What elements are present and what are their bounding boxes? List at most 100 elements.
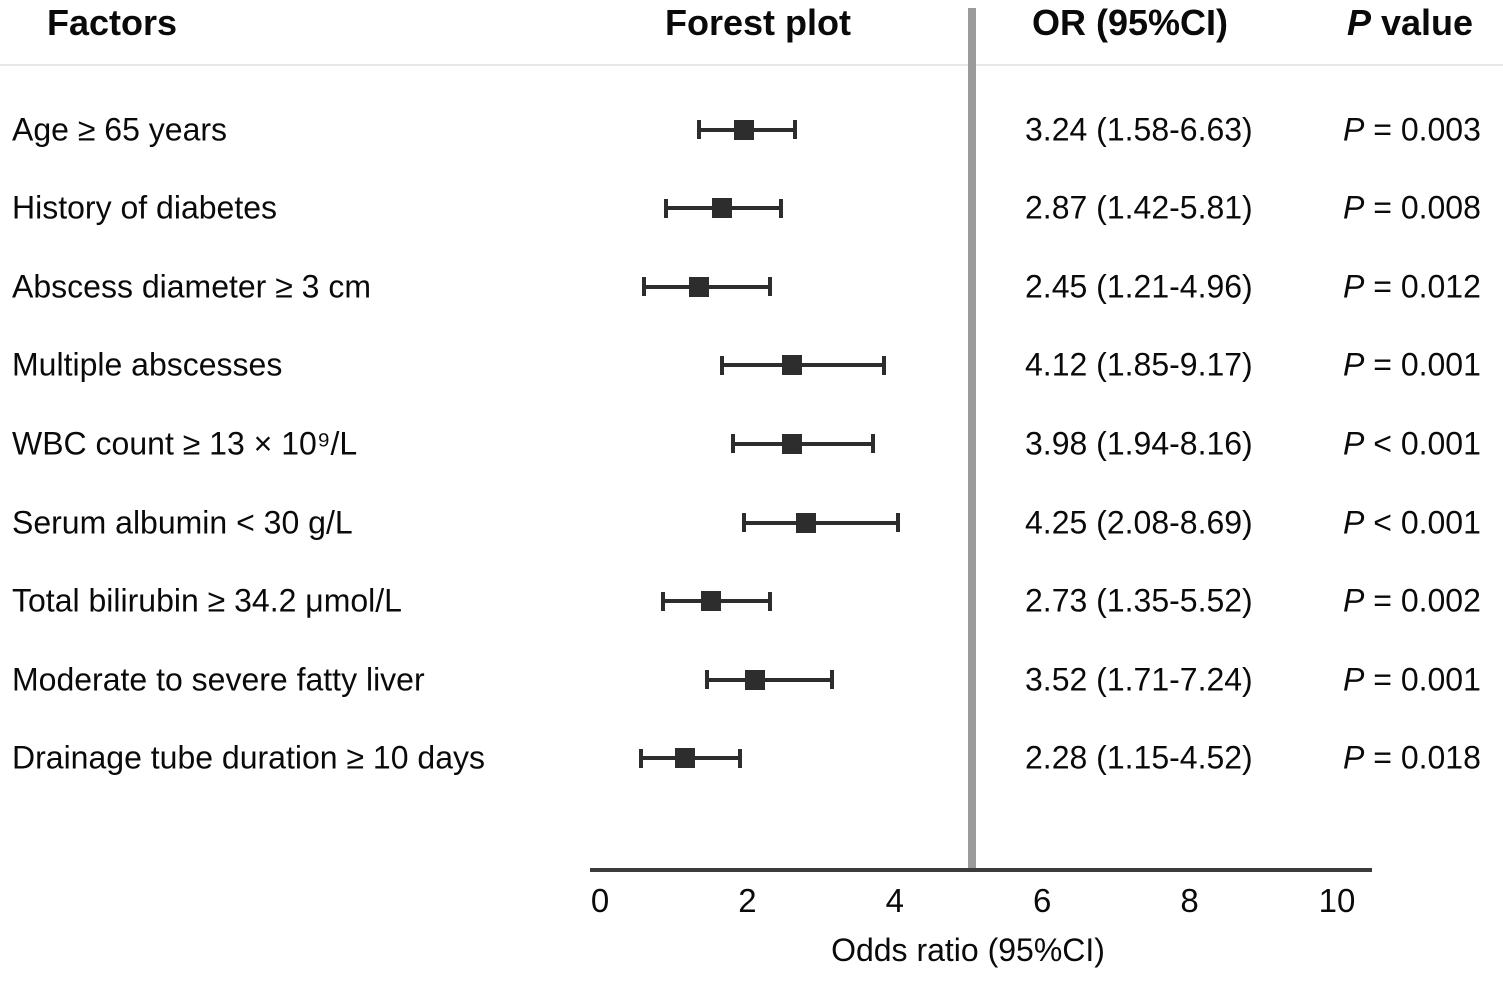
or-ci-value: 2.28 (1.15-4.52) [1025, 739, 1253, 776]
p-value-italic-p: P [1343, 582, 1365, 619]
table-row: WBC count ≥ 13 × 10⁹/L 3.98 (1.94-8.16) … [0, 404, 1503, 483]
or-ci-value: 3.98 (1.94-8.16) [1025, 425, 1253, 462]
ci-cap-right [896, 513, 901, 532]
ci-whisker [721, 363, 884, 368]
p-value-number: = 0.003 [1364, 111, 1481, 147]
or-marker-square [781, 433, 802, 454]
p-value-italic-p: P [1343, 425, 1365, 462]
ci-cap-right [738, 748, 743, 768]
p-value: P < 0.001 [1343, 425, 1481, 462]
column-header-or-ci: OR (95%CI) [1031, 2, 1229, 43]
ci-cap-left [660, 591, 665, 611]
or-marker-square [744, 669, 765, 690]
p-value-italic-p: P [1343, 504, 1365, 540]
table-row: Age ≥ 65 years 3.24 (1.58-6.63) P = 0.00… [0, 90, 1503, 169]
ci-whisker [743, 520, 899, 525]
or-ci-value: 4.12 (1.85-9.17) [1025, 346, 1253, 383]
p-value: P = 0.002 [1343, 583, 1481, 620]
p-value-number: < 0.001 [1364, 504, 1481, 540]
or-ci-value: 3.52 (1.71-7.24) [1025, 661, 1253, 698]
ci-cap-right [830, 670, 835, 690]
or-marker-square [700, 591, 721, 612]
table-row: Drainage tube duration ≥ 10 days 2.28 (1… [0, 719, 1503, 798]
or-ci-value: 4.25 (2.08-8.69) [1025, 504, 1253, 540]
factor-label: Total bilirubin ≥ 34.2 μmol/L [12, 582, 402, 619]
p-value: P < 0.001 [1343, 504, 1481, 541]
column-header-p-value: P value [1347, 2, 1473, 44]
p-value-number: = 0.001 [1364, 346, 1481, 383]
x-axis-tick-label: 8 [1180, 882, 1199, 919]
ci-cap-right [870, 434, 875, 454]
ci-cap-left [697, 120, 702, 139]
factor-label: WBC count ≥ 13 × 10⁹/L [12, 425, 358, 462]
ci-cap-left [741, 513, 746, 532]
x-axis-tick-label: 6 [1033, 882, 1052, 919]
ci-cap-right [881, 355, 886, 375]
or-ci-value: 2.45 (1.21-4.96) [1025, 268, 1253, 305]
ci-cap-left [638, 748, 643, 768]
p-value-italic-p: P [1343, 268, 1365, 305]
ci-cap-right [793, 120, 798, 139]
x-axis-tick-label: 0 [590, 882, 610, 919]
table-row: Multiple abscesses 4.12 (1.85-9.17) P = … [0, 326, 1503, 405]
p-value-italic-p: P [1343, 661, 1365, 698]
p-value-italic-p: P [1343, 189, 1365, 226]
or-ci-value: 3.24 (1.58-6.63) [1025, 111, 1253, 147]
p-value-number: = 0.008 [1364, 189, 1481, 226]
column-header-factors: Factors [47, 2, 178, 43]
ci-cap-left [704, 670, 709, 690]
x-axis-label: Odds ratio (95%CI) [831, 932, 1105, 968]
p-value: P = 0.008 [1343, 190, 1481, 227]
ci-cap-left [730, 434, 735, 454]
p-value: P = 0.012 [1343, 268, 1481, 305]
table-row: History of diabetes 2.87 (1.42-5.81) P =… [0, 169, 1503, 248]
p-value-italic-p: P [1343, 111, 1365, 147]
ci-cap-right [778, 198, 783, 218]
p-value-number: = 0.002 [1364, 582, 1481, 619]
or-marker-square [674, 748, 695, 769]
p-value-number: = 0.018 [1364, 739, 1481, 776]
p-value-number: = 0.001 [1364, 661, 1481, 698]
p-value-number: = 0.012 [1364, 268, 1481, 305]
ci-cap-right [767, 277, 772, 297]
factor-label: Serum albumin < 30 g/L [12, 504, 353, 540]
ci-whisker [706, 677, 833, 682]
p-value: P = 0.003 [1343, 111, 1481, 148]
table-row: Abscess diameter ≥ 3 cm 2.45 (1.21-4.96)… [0, 247, 1503, 326]
ci-cap-left [642, 277, 647, 297]
or-ci-value: 2.87 (1.42-5.81) [1025, 189, 1253, 226]
factor-label: Abscess diameter ≥ 3 cm [12, 268, 372, 305]
ci-cap-left [664, 198, 669, 218]
p-value-italic-p: P [1343, 346, 1365, 383]
x-axis-tick-label: 10 [1318, 882, 1356, 919]
p-value: P = 0.018 [1343, 740, 1481, 777]
p-value: P = 0.001 [1343, 347, 1481, 384]
or-marker-square [733, 119, 754, 140]
table-row: Serum albumin < 30 g/L 4.25 (2.08-8.69) … [0, 483, 1503, 562]
or-ci-value: 2.73 (1.35-5.52) [1025, 582, 1253, 619]
factor-label: Age ≥ 65 years [12, 111, 228, 147]
or-marker-square [711, 198, 732, 219]
p-value-italic-p: P [1343, 739, 1365, 776]
p-value-header-rest: value [1370, 2, 1474, 43]
table-row: Moderate to severe fatty liver 3.52 (1.7… [0, 640, 1503, 719]
or-marker-square [689, 276, 710, 297]
column-separator-line [968, 8, 976, 868]
x-axis-tick-label: 4 [885, 882, 904, 919]
p-value-number: < 0.001 [1364, 425, 1481, 462]
factor-label: History of diabetes [12, 189, 278, 226]
or-marker-square [781, 355, 802, 376]
p-value-header-italic-p: P [1346, 2, 1371, 43]
table-row: Total bilirubin ≥ 34.2 μmol/L 2.73 (1.35… [0, 562, 1503, 641]
factor-label: Moderate to severe fatty liver [12, 661, 425, 698]
ci-whisker [732, 441, 873, 446]
column-header-forest-plot: Forest plot [665, 2, 851, 43]
factor-label: Drainage tube duration ≥ 10 days [12, 739, 485, 776]
ci-cap-right [767, 591, 772, 611]
ci-cap-left [719, 355, 724, 375]
x-axis-line [590, 868, 1372, 872]
factor-label: Multiple abscesses [12, 346, 283, 383]
header-divider-line [0, 64, 1503, 66]
or-marker-square [796, 512, 817, 533]
